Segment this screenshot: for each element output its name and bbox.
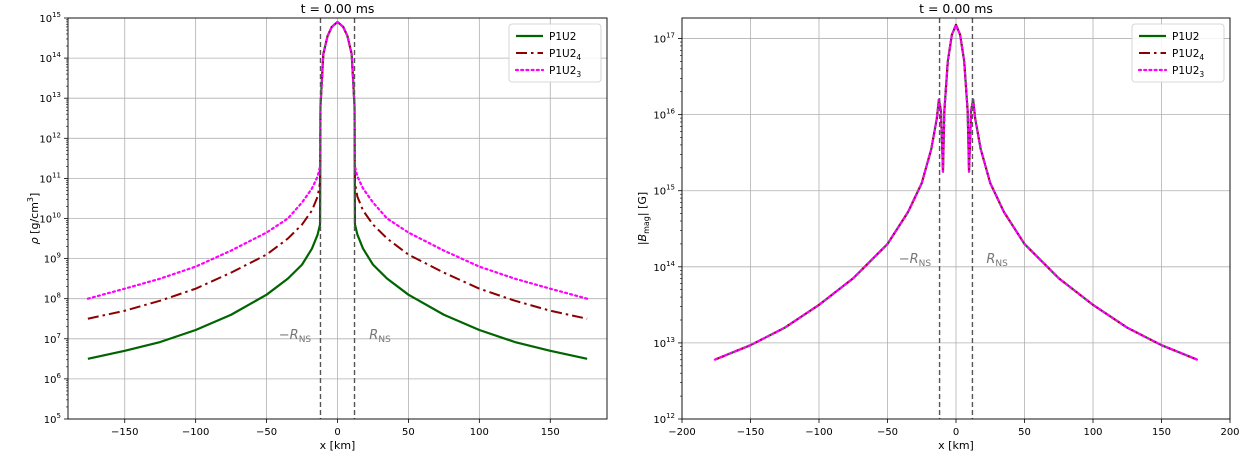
y-tick-label: 105 bbox=[44, 412, 61, 426]
x-tick-label: 50 bbox=[402, 427, 415, 438]
x-tick-label: 0 bbox=[953, 427, 959, 438]
y-axis-label: ρ [g/cm3] bbox=[26, 193, 41, 245]
x-tick-label: 150 bbox=[541, 427, 560, 438]
y-tick-label: 1012 bbox=[653, 412, 675, 426]
y-tick-label: 107 bbox=[44, 332, 61, 346]
y-tick-label: 1013 bbox=[39, 91, 61, 105]
x-axis-label: x [km] bbox=[320, 439, 356, 452]
x-tick-label: −100 bbox=[805, 427, 832, 438]
legend-box bbox=[508, 23, 602, 83]
x-tick-label: −50 bbox=[877, 427, 898, 438]
x-tick-label: 100 bbox=[1083, 427, 1102, 438]
chart-2: −RNS RNS −200 −150 −100 −50 0 50 100 150 200 1012 10… bbox=[636, 1, 1240, 452]
legend-label: P1U23 bbox=[1172, 65, 1204, 79]
legend-label: P1U2 bbox=[549, 31, 576, 43]
x-tick-label: 100 bbox=[470, 427, 489, 438]
y-tick-label: 1014 bbox=[39, 51, 61, 65]
y-tick-label: 108 bbox=[44, 292, 61, 306]
y-tick-label: 1016 bbox=[653, 108, 675, 122]
x-tick-label: −150 bbox=[737, 427, 764, 438]
x-tick-label: −200 bbox=[668, 427, 695, 438]
chart-title: t = 0.00 ms bbox=[301, 1, 375, 16]
radius-annotation: RNS bbox=[369, 328, 391, 345]
legend-box bbox=[1131, 23, 1225, 83]
x-tick-label: 0 bbox=[334, 427, 340, 438]
series-line-3 bbox=[86, 20, 589, 300]
x-tick-label: −150 bbox=[111, 427, 138, 438]
y-tick-label: 1013 bbox=[653, 336, 675, 350]
radius-annotation: −RNS bbox=[899, 252, 932, 269]
y-tick-label: 1010 bbox=[39, 212, 61, 226]
legend-label: P1U24 bbox=[549, 48, 581, 62]
y-tick-label: 1017 bbox=[653, 32, 675, 46]
radius-annotation: RNS bbox=[986, 252, 1008, 269]
legend: P1U2 P1U24 P1U23 bbox=[508, 23, 602, 83]
y-tick-label: 1014 bbox=[653, 260, 675, 274]
y-tick-label: 106 bbox=[44, 372, 62, 386]
x-tick-label: 150 bbox=[1152, 427, 1171, 438]
x-axis-label: x [km] bbox=[938, 439, 974, 452]
y-tick-label: 1011 bbox=[39, 171, 61, 185]
chart-1: −RNS RNS −150 −100 −50 0 50 100 150 105 106 107 108 1… bbox=[26, 1, 608, 452]
x-tick-label: −100 bbox=[182, 427, 209, 438]
legend: P1U2 P1U24 P1U23 bbox=[1131, 23, 1225, 83]
series-line-3 bbox=[713, 23, 1199, 361]
y-tick-label: 1012 bbox=[39, 131, 61, 145]
legend-label: P1U24 bbox=[1172, 48, 1204, 62]
y-tick-label: 1015 bbox=[39, 11, 61, 25]
y-tick-label: 109 bbox=[44, 252, 61, 266]
x-tick-label: −50 bbox=[256, 427, 277, 438]
y-tick-label: 1015 bbox=[653, 184, 675, 198]
series-group bbox=[713, 23, 1199, 361]
series-group bbox=[86, 20, 589, 360]
legend-label: P1U2 bbox=[1172, 31, 1199, 43]
legend-label: P1U23 bbox=[549, 65, 581, 79]
x-tick-label: 200 bbox=[1220, 427, 1239, 438]
y-axis-label: |Bmag| [G] bbox=[636, 192, 651, 245]
radius-annotation: −RNS bbox=[279, 328, 312, 345]
x-tick-label: 50 bbox=[1018, 427, 1031, 438]
chart-title: t = 0.00 ms bbox=[919, 1, 993, 16]
